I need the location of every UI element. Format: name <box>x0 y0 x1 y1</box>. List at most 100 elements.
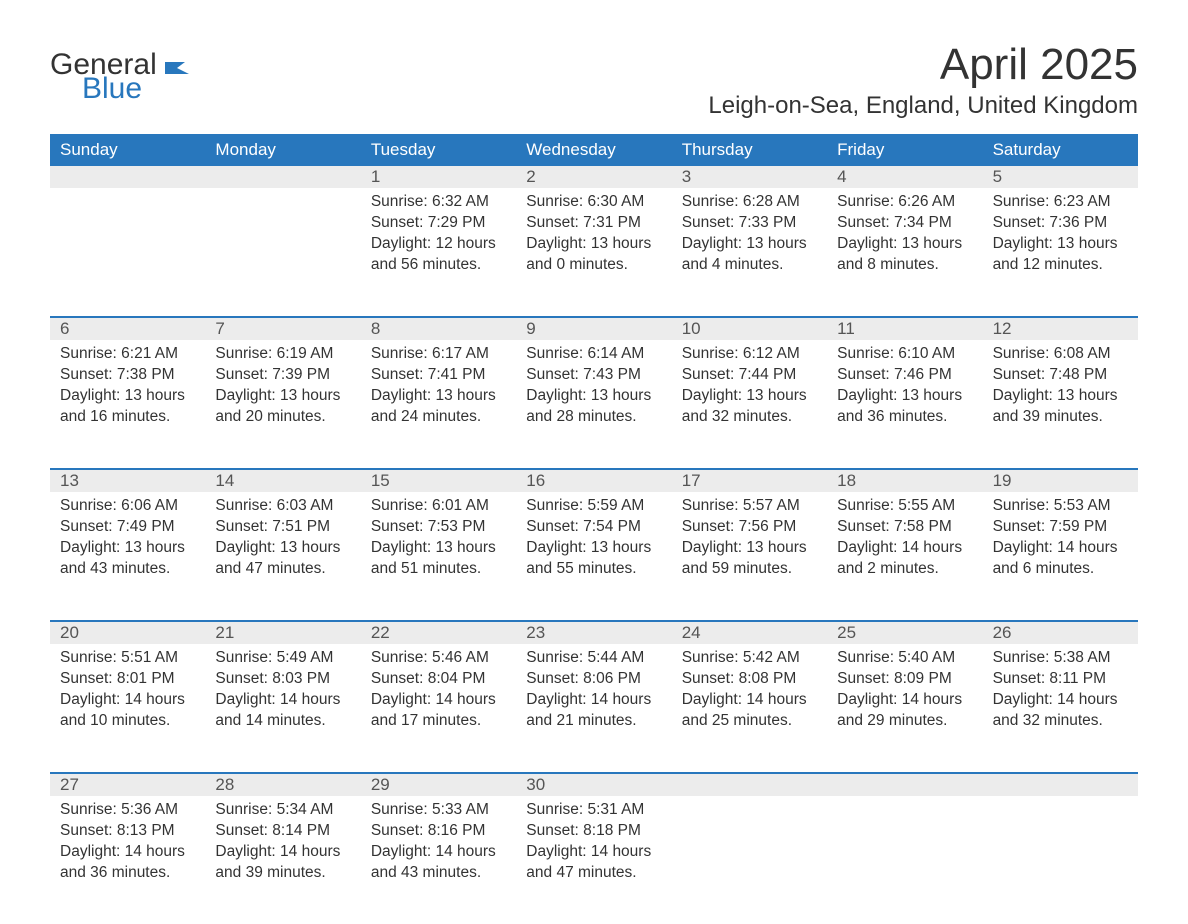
dl2-text: and 29 minutes. <box>837 711 972 732</box>
dl2-text: and 16 minutes. <box>60 407 195 428</box>
header: General Blue April 2025 Leigh-on-Sea, En… <box>50 40 1138 130</box>
dl1-text: Daylight: 14 hours <box>60 842 195 863</box>
sunrise-text: Sunrise: 5:57 AM <box>682 496 817 517</box>
day-number: 18 <box>827 470 982 492</box>
dl1-text: Daylight: 13 hours <box>526 538 661 559</box>
day-number: 30 <box>516 774 671 796</box>
day-cell: Sunrise: 5:44 AMSunset: 8:06 PMDaylight:… <box>516 644 671 772</box>
day-cell: Sunrise: 5:38 AMSunset: 8:11 PMDaylight:… <box>983 644 1138 772</box>
dl2-text: and 24 minutes. <box>371 407 506 428</box>
day-number: 10 <box>672 318 827 340</box>
sunrise-text: Sunrise: 5:55 AM <box>837 496 972 517</box>
sunset-text: Sunset: 8:13 PM <box>60 821 195 842</box>
day-cell: Sunrise: 5:53 AMSunset: 7:59 PMDaylight:… <box>983 492 1138 620</box>
sunset-text: Sunset: 8:09 PM <box>837 669 972 690</box>
sunset-text: Sunset: 7:48 PM <box>993 365 1128 386</box>
day-cell: Sunrise: 5:33 AMSunset: 8:16 PMDaylight:… <box>361 796 516 924</box>
logo-text-blue: Blue <box>82 74 189 104</box>
day-number: 26 <box>983 622 1138 644</box>
dl2-text: and 21 minutes. <box>526 711 661 732</box>
dl1-text: Daylight: 14 hours <box>837 538 972 559</box>
dl2-text: and 14 minutes. <box>215 711 350 732</box>
day-number: 24 <box>672 622 827 644</box>
sunset-text: Sunset: 8:03 PM <box>215 669 350 690</box>
dl2-text: and 55 minutes. <box>526 559 661 580</box>
day-cell: Sunrise: 6:06 AMSunset: 7:49 PMDaylight:… <box>50 492 205 620</box>
dl1-text: Daylight: 14 hours <box>371 690 506 711</box>
dl2-text: and 47 minutes. <box>526 863 661 884</box>
day-header: Sunday <box>50 134 205 166</box>
logo-flag-icon <box>165 56 189 74</box>
day-number: 20 <box>50 622 205 644</box>
dl2-text: and 59 minutes. <box>682 559 817 580</box>
day-cell: Sunrise: 6:10 AMSunset: 7:46 PMDaylight:… <box>827 340 982 468</box>
dl2-text: and 4 minutes. <box>682 255 817 276</box>
title-block: April 2025 Leigh-on-Sea, England, United… <box>708 40 1138 130</box>
dl1-text: Daylight: 13 hours <box>682 234 817 255</box>
dl1-text: Daylight: 14 hours <box>993 690 1128 711</box>
day-cell: Sunrise: 6:21 AMSunset: 7:38 PMDaylight:… <box>50 340 205 468</box>
sunset-text: Sunset: 7:44 PM <box>682 365 817 386</box>
day-number: 2 <box>516 166 671 188</box>
day-number: 7 <box>205 318 360 340</box>
day-number-row: 12345 <box>50 166 1138 188</box>
day-number: 22 <box>361 622 516 644</box>
day-cell: Sunrise: 5:31 AMSunset: 8:18 PMDaylight:… <box>516 796 671 924</box>
day-number: 21 <box>205 622 360 644</box>
day-number: 12 <box>983 318 1138 340</box>
dl1-text: Daylight: 12 hours <box>371 234 506 255</box>
sunset-text: Sunset: 7:53 PM <box>371 517 506 538</box>
sunrise-text: Sunrise: 5:46 AM <box>371 648 506 669</box>
dl2-text: and 20 minutes. <box>215 407 350 428</box>
day-header: Tuesday <box>361 134 516 166</box>
day-number: 3 <box>672 166 827 188</box>
day-number: 5 <box>983 166 1138 188</box>
day-number: 8 <box>361 318 516 340</box>
sunrise-text: Sunrise: 6:01 AM <box>371 496 506 517</box>
day-cell: Sunrise: 5:49 AMSunset: 8:03 PMDaylight:… <box>205 644 360 772</box>
day-number-row: 27282930 <box>50 772 1138 796</box>
sunset-text: Sunset: 7:41 PM <box>371 365 506 386</box>
sunrise-text: Sunrise: 5:36 AM <box>60 800 195 821</box>
day-header: Thursday <box>672 134 827 166</box>
dl1-text: Daylight: 13 hours <box>60 386 195 407</box>
dl1-text: Daylight: 13 hours <box>682 386 817 407</box>
day-number: 11 <box>827 318 982 340</box>
day-cell: Sunrise: 6:14 AMSunset: 7:43 PMDaylight:… <box>516 340 671 468</box>
dl2-text: and 32 minutes. <box>682 407 817 428</box>
dl1-text: Daylight: 13 hours <box>526 234 661 255</box>
calendar-header-row: Sunday Monday Tuesday Wednesday Thursday… <box>50 134 1138 166</box>
sunrise-text: Sunrise: 6:14 AM <box>526 344 661 365</box>
dl1-text: Daylight: 13 hours <box>993 234 1128 255</box>
day-cell: Sunrise: 5:57 AMSunset: 7:56 PMDaylight:… <box>672 492 827 620</box>
sunset-text: Sunset: 7:46 PM <box>837 365 972 386</box>
sunset-text: Sunset: 7:36 PM <box>993 213 1128 234</box>
sunrise-text: Sunrise: 6:30 AM <box>526 192 661 213</box>
sunrise-text: Sunrise: 6:06 AM <box>60 496 195 517</box>
dl1-text: Daylight: 14 hours <box>371 842 506 863</box>
sunset-text: Sunset: 7:39 PM <box>215 365 350 386</box>
page-subtitle: Leigh-on-Sea, England, United Kingdom <box>708 92 1138 120</box>
day-cell: Sunrise: 5:42 AMSunset: 8:08 PMDaylight:… <box>672 644 827 772</box>
dl2-text: and 43 minutes. <box>60 559 195 580</box>
day-cell <box>205 188 360 316</box>
sunrise-text: Sunrise: 6:21 AM <box>60 344 195 365</box>
dl2-text: and 39 minutes. <box>993 407 1128 428</box>
week-row: Sunrise: 6:32 AMSunset: 7:29 PMDaylight:… <box>50 188 1138 316</box>
sunset-text: Sunset: 8:04 PM <box>371 669 506 690</box>
dl2-text: and 36 minutes. <box>60 863 195 884</box>
day-number-row: 13141516171819 <box>50 468 1138 492</box>
day-cell <box>672 796 827 924</box>
day-number: 6 <box>50 318 205 340</box>
sunrise-text: Sunrise: 5:59 AM <box>526 496 661 517</box>
calendar-body: 12345Sunrise: 6:32 AMSunset: 7:29 PMDayl… <box>50 166 1138 924</box>
dl1-text: Daylight: 14 hours <box>526 690 661 711</box>
sunrise-text: Sunrise: 5:31 AM <box>526 800 661 821</box>
day-number: 25 <box>827 622 982 644</box>
day-number: 19 <box>983 470 1138 492</box>
sunrise-text: Sunrise: 5:44 AM <box>526 648 661 669</box>
sunrise-text: Sunrise: 5:53 AM <box>993 496 1128 517</box>
sunset-text: Sunset: 8:08 PM <box>682 669 817 690</box>
day-cell: Sunrise: 6:30 AMSunset: 7:31 PMDaylight:… <box>516 188 671 316</box>
sunset-text: Sunset: 7:29 PM <box>371 213 506 234</box>
